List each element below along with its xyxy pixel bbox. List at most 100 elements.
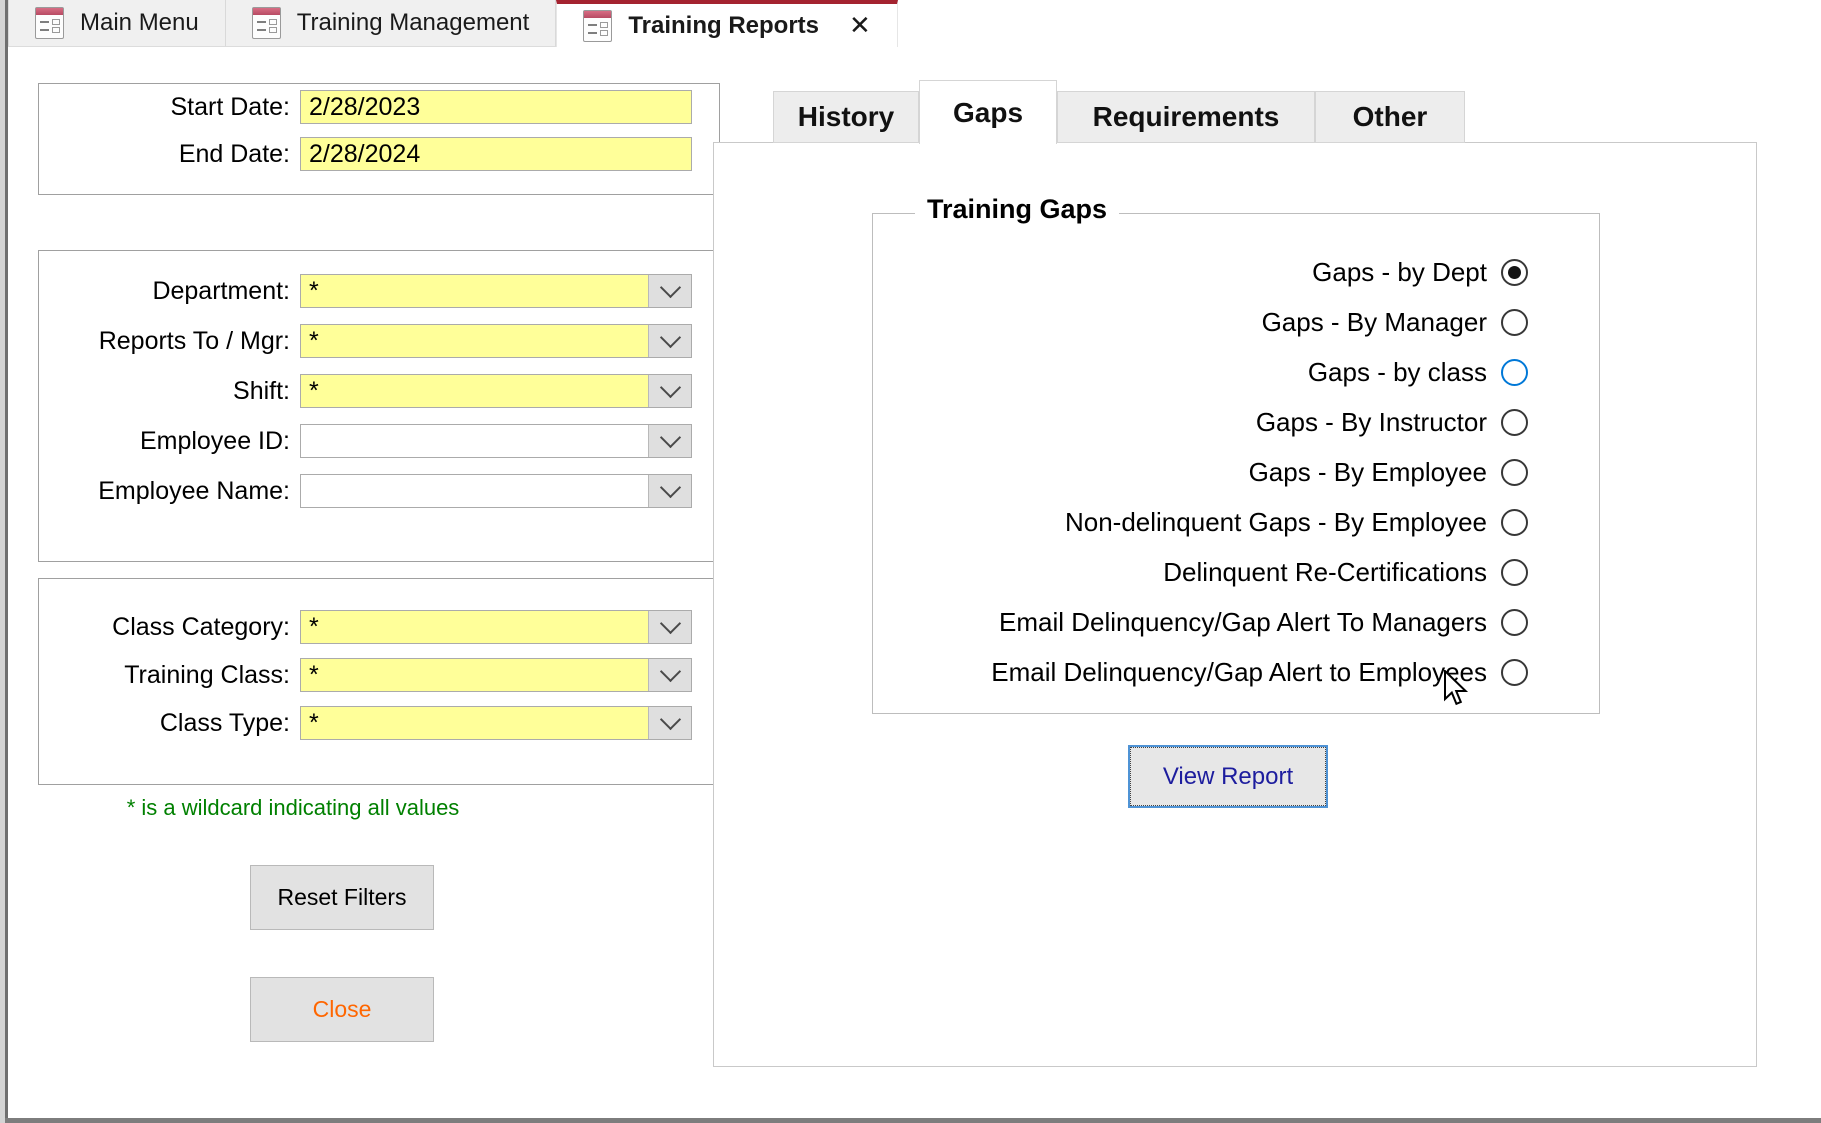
document-tab-bar: Main Menu Training Management Training R… <box>8 0 898 47</box>
employee-name-dropdown-button[interactable] <box>648 475 691 507</box>
radio-row: Gaps - by Dept <box>880 255 1528 289</box>
doc-tab-label: Training Reports <box>628 11 819 39</box>
wildcard-note: * is a wildcard indicating all values <box>126 795 460 820</box>
radio-email-alert-to-employees[interactable] <box>1501 658 1528 686</box>
radio-row: Gaps - By Manager <box>880 305 1528 339</box>
chevron-down-icon <box>659 612 681 635</box>
doc-tab-main-menu[interactable]: Main Menu <box>8 0 226 47</box>
radio-nondelinquent-gaps-by-employee[interactable] <box>1501 508 1528 536</box>
reports-to-label: Reports To / Mgr: <box>98 326 290 355</box>
close-tab-icon[interactable]: ✕ <box>849 10 871 40</box>
end-date-row: End Date: <box>38 137 698 171</box>
radio-gaps-by-instructor[interactable] <box>1501 408 1528 436</box>
department-value: * <box>301 275 648 307</box>
radio-gaps-by-class[interactable] <box>1501 358 1528 386</box>
radio-row: Non-delinquent Gaps - By Employee <box>880 505 1528 539</box>
radio-label: Gaps - By Employee <box>1248 456 1487 487</box>
radio-gaps-by-manager[interactable] <box>1501 308 1528 336</box>
employee-id-row: Employee ID: <box>38 424 698 458</box>
reset-filters-button[interactable]: Reset Filters <box>250 865 434 930</box>
training-gaps-groupbox: Training Gaps <box>872 194 1600 714</box>
class-category-combobox[interactable]: * <box>300 610 692 644</box>
radio-row: Delinquent Re-Certifications <box>880 555 1528 589</box>
tab-history[interactable]: History <box>773 91 919 143</box>
chevron-down-icon <box>659 476 681 499</box>
shift-row: Shift: * <box>38 374 698 408</box>
employee-name-combobox[interactable] <box>300 474 692 508</box>
doc-tab-training-management[interactable]: Training Management <box>225 0 557 47</box>
employee-id-value <box>301 425 648 457</box>
employee-name-row: Employee Name: <box>38 474 698 508</box>
chevron-down-icon <box>659 276 681 299</box>
radio-label: Email Delinquency/Gap Alert To Managers <box>999 606 1487 637</box>
training-gaps-title: Training Gaps <box>915 194 1120 225</box>
radio-row: Gaps - by class <box>880 355 1528 389</box>
radio-row: Gaps - By Instructor <box>880 405 1528 439</box>
training-class-label: Training Class: <box>124 660 290 689</box>
window-left-edge-dark <box>5 0 8 1123</box>
mouse-cursor-icon <box>1444 670 1469 706</box>
doc-tab-label: Main Menu <box>80 9 199 36</box>
training-class-value: * <box>301 659 648 691</box>
tab-other[interactable]: Other <box>1315 91 1465 143</box>
employee-id-dropdown-button[interactable] <box>648 425 691 457</box>
tab-requirements[interactable]: Requirements <box>1057 91 1315 143</box>
chevron-down-icon <box>659 660 681 683</box>
class-type-combobox[interactable]: * <box>300 706 692 740</box>
reports-to-row: Reports To / Mgr: * <box>38 324 698 358</box>
department-row: Department: * <box>38 274 698 308</box>
reports-to-combobox[interactable]: * <box>300 324 692 358</box>
radio-label: Non-delinquent Gaps - By Employee <box>1064 506 1487 537</box>
radio-email-alert-to-managers[interactable] <box>1501 608 1528 636</box>
report-tab-content-panel <box>713 142 1757 1067</box>
doc-tab-label: Training Management <box>296 9 530 36</box>
doc-tab-training-reports[interactable]: Training Reports ✕ <box>556 0 898 47</box>
employee-name-value <box>301 475 648 507</box>
form-icon <box>35 7 64 39</box>
close-button[interactable]: Close <box>250 977 434 1042</box>
employee-name-label: Employee Name: <box>98 476 290 505</box>
radio-label: Gaps - by Dept <box>1312 256 1487 287</box>
department-label: Department: <box>152 276 290 305</box>
radio-row: Email Delinquency/Gap Alert to Employees <box>880 655 1528 689</box>
form-icon <box>251 7 281 39</box>
end-date-label: End Date: <box>178 139 290 168</box>
chevron-down-icon <box>659 426 681 449</box>
class-type-row: Class Type: * <box>38 706 698 740</box>
class-category-label: Class Category: <box>112 612 290 641</box>
shift-dropdown-button[interactable] <box>648 375 691 407</box>
view-report-label: View Report <box>1130 747 1326 806</box>
window-left-edge-light <box>0 0 5 1123</box>
radio-label: Gaps - By Manager <box>1261 306 1487 337</box>
class-category-value: * <box>301 611 648 643</box>
radio-delinquent-recertifications[interactable] <box>1501 558 1528 586</box>
start-date-row: Start Date: <box>38 90 698 124</box>
radio-label: Gaps - by class <box>1307 356 1487 387</box>
department-dropdown-button[interactable] <box>648 275 691 307</box>
training-class-combobox[interactable]: * <box>300 658 692 692</box>
chevron-down-icon <box>659 376 681 399</box>
shift-combobox[interactable]: * <box>300 374 692 408</box>
reports-to-value: * <box>301 325 648 357</box>
reports-to-dropdown-button[interactable] <box>648 325 691 357</box>
chevron-down-icon <box>659 708 681 731</box>
training-class-dropdown-button[interactable] <box>648 659 691 691</box>
shift-value: * <box>301 375 648 407</box>
department-combobox[interactable]: * <box>300 274 692 308</box>
tab-gaps[interactable]: Gaps <box>919 80 1057 144</box>
class-category-row: Class Category: * <box>38 610 698 644</box>
window-bottom-edge <box>5 1118 1821 1123</box>
class-type-value: * <box>301 707 648 739</box>
radio-label: Email Delinquency/Gap Alert to Employees <box>991 656 1487 687</box>
end-date-input[interactable] <box>300 137 692 171</box>
class-type-label: Class Type: <box>159 708 290 737</box>
radio-gaps-by-dept[interactable] <box>1501 258 1528 286</box>
employee-id-combobox[interactable] <box>300 424 692 458</box>
employee-id-label: Employee ID: <box>139 426 290 455</box>
view-report-button[interactable]: View Report <box>1128 745 1328 808</box>
class-type-dropdown-button[interactable] <box>648 707 691 739</box>
radio-gaps-by-employee[interactable] <box>1501 458 1528 486</box>
start-date-input[interactable] <box>300 90 692 124</box>
class-category-dropdown-button[interactable] <box>648 611 691 643</box>
shift-label: Shift: <box>233 376 290 405</box>
